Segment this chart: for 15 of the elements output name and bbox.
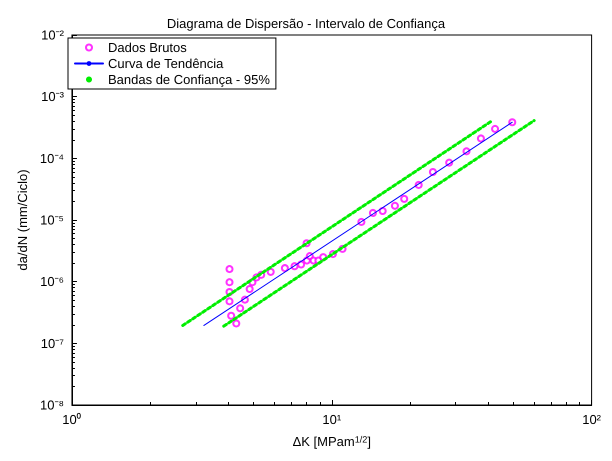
y-tick-label: 10⁻² bbox=[41, 28, 65, 42]
legend-label: Curva de Tendência bbox=[108, 56, 224, 71]
y-tick-label: 10⁻³ bbox=[41, 89, 65, 104]
x-tick-label: 10¹ bbox=[322, 412, 342, 427]
y-tick-label: 10⁻⁷ bbox=[40, 336, 64, 351]
x-tick-label: 10⁰ bbox=[62, 412, 82, 427]
legend-label: Bandas de Confiança - 95% bbox=[108, 72, 270, 87]
legend-label: Dados Brutos bbox=[108, 40, 188, 55]
x-tick-label: 10² bbox=[582, 412, 602, 427]
y-tick-label: 10⁻⁶ bbox=[40, 274, 64, 290]
y-tick-label: 10⁻⁵ bbox=[40, 212, 64, 228]
chart-title: Diagrama de Dispersão - Intervalo de Confiança bbox=[166, 16, 446, 31]
y-tick-label: 10⁻⁴ bbox=[40, 150, 64, 166]
y-tick-label: 10⁻⁸ bbox=[40, 398, 64, 412]
y-axis-title: da/dN (mm/Ciclo) bbox=[15, 169, 30, 271]
